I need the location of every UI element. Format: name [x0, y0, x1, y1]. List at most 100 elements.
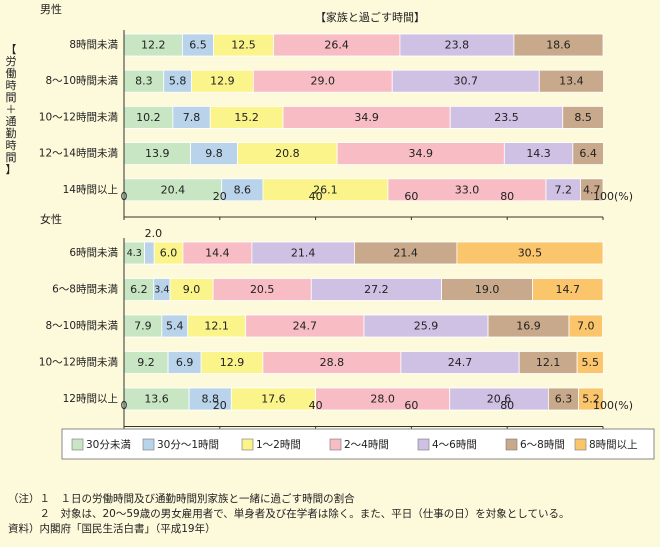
bar-segment [456, 241, 604, 265]
side-label-char: 】 [6, 163, 17, 176]
category-label: 8時間未満 [69, 39, 118, 51]
data-label: 23.5 [494, 111, 519, 124]
x-tick-label: 40 [309, 190, 323, 203]
data-label: 7.2 [554, 183, 572, 196]
legend-swatch [241, 438, 254, 451]
data-label: 7.8 [183, 111, 201, 124]
data-label: 34.9 [408, 147, 433, 160]
data-label: 9.8 [205, 147, 223, 160]
note-1: （注）１ １日の労働時間及び通勤時間別家族と一緒に過ごす時間の割合 [8, 493, 355, 505]
data-label: 12.9 [210, 75, 235, 88]
data-label: 28.8 [320, 356, 345, 369]
legend-box [61, 428, 655, 460]
data-label: 6.4 [579, 147, 597, 160]
side-label-char: 時 [6, 79, 17, 92]
bar-segment [532, 278, 604, 301]
data-label: 15.2 [234, 111, 259, 124]
data-label: 8.6 [234, 183, 252, 196]
bar-segment [144, 241, 155, 265]
data-label: 14.4 [205, 247, 230, 260]
legend-swatch [329, 438, 342, 451]
data-label: 33.0 [455, 183, 480, 196]
data-label: 12.2 [141, 39, 166, 52]
panel-label: 男性 [40, 2, 62, 16]
bar-segment [576, 351, 604, 374]
legend-swatch [71, 438, 84, 451]
x-tick-label: 80 [500, 399, 514, 412]
data-label: 34.9 [354, 111, 379, 124]
side-label-char: 通 [6, 115, 17, 128]
category-label: 8～10時間未満 [45, 320, 118, 332]
data-label: 8.8 [201, 393, 219, 406]
x-tick-label: 100(%) [593, 399, 633, 412]
data-label: 13.4 [559, 75, 584, 88]
data-label: 30.5 [518, 247, 543, 260]
x-tick-label: 60 [404, 399, 418, 412]
data-label: 4.3 [127, 248, 142, 259]
x-tick-label: 20 [213, 190, 227, 203]
data-label: 12.1 [204, 320, 229, 333]
data-label: 12.1 [536, 356, 561, 369]
note-3: 資料）内閣府「国民生活白書」（平成19年） [8, 523, 216, 535]
note-2: ２ 対象は、20～59歳の男女雇用者で、単身者及び在学者は除く。また、平日（仕事… [8, 508, 570, 520]
x-tick-label: 40 [309, 399, 323, 412]
data-label: 20.5 [250, 283, 275, 296]
data-label: 19.0 [475, 283, 500, 296]
data-label: 26.4 [324, 39, 349, 52]
side-label-char: ＋ [6, 103, 17, 116]
category-label: 12～14時間未満 [39, 148, 119, 160]
data-label: 21.4 [291, 247, 316, 260]
x-tick-label: 60 [404, 190, 418, 203]
data-label: 13.6 [144, 393, 169, 406]
data-label: 5.8 [169, 75, 187, 88]
data-label: 10.2 [136, 111, 161, 124]
data-label: 4.7 [583, 183, 601, 196]
data-label: 12.9 [220, 356, 245, 369]
x-tick-label: 80 [500, 190, 514, 203]
data-label: 21.4 [393, 247, 418, 260]
bar-segment [538, 69, 604, 93]
bar-segment [513, 33, 604, 57]
data-label: 6.0 [160, 247, 178, 260]
data-label: 20.8 [275, 147, 300, 160]
category-label: 12時間以上 [63, 393, 118, 405]
legend-label: 30分～1時間 [157, 439, 219, 451]
data-label: 27.2 [364, 283, 389, 296]
side-label-char: 勤 [6, 127, 17, 140]
data-label: 2.0 [145, 227, 163, 240]
legend-label: 6～8時間 [520, 439, 565, 451]
x-tick-label: 20 [213, 399, 227, 412]
data-label: 20.4 [161, 183, 186, 196]
side-label-char: 間 [6, 91, 17, 104]
data-label: 16.9 [516, 320, 541, 333]
data-label: 17.6 [261, 393, 286, 406]
side-label-char: 間 [6, 151, 17, 164]
data-label: 9.2 [137, 356, 155, 369]
legend-label: 8時間以上 [589, 439, 638, 451]
side-label-char: 【 [6, 43, 17, 56]
data-label: 9.0 [183, 283, 201, 296]
bar-segment [568, 314, 603, 338]
category-label: 10～12時間未満 [39, 111, 119, 123]
data-label: 6.9 [176, 356, 194, 369]
data-label: 24.7 [293, 320, 318, 333]
data-label: 3.4 [154, 285, 169, 296]
legend-label: 1～2時間 [256, 439, 301, 451]
data-label: 18.6 [546, 39, 571, 52]
legend-label: 2～4時間 [344, 439, 389, 451]
data-label: 14.3 [526, 147, 551, 160]
data-label: 5.4 [166, 320, 184, 333]
x-tick-label: 100(%) [593, 190, 633, 203]
notes: （注）１ １日の労働時間及び通勤時間別家族と一緒に過ごす時間の割合 ２ 対象は、… [8, 492, 658, 537]
data-label: 12.5 [231, 39, 256, 52]
side-label-char: 時 [6, 139, 17, 152]
data-label: 25.9 [414, 320, 439, 333]
data-label: 26.1 [313, 183, 338, 196]
data-label: 6.2 [130, 283, 148, 296]
bar-segment [580, 178, 604, 202]
data-label: 6.5 [189, 39, 207, 52]
category-label: 6～8時間未満 [52, 284, 118, 296]
legend-swatch [417, 438, 430, 451]
